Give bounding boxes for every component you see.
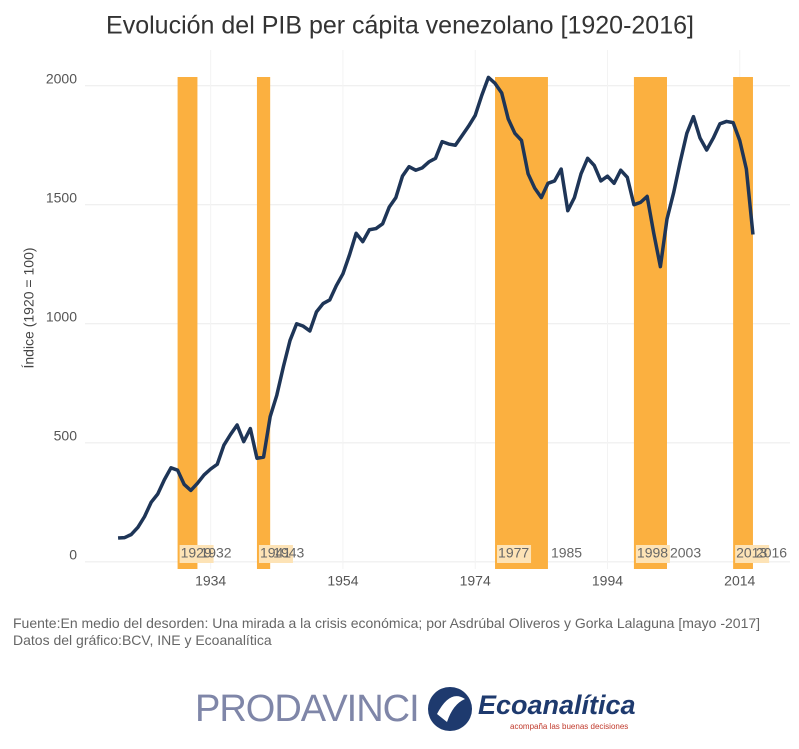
y-tick-label: 0	[69, 547, 77, 563]
band-start-label: 1941	[260, 545, 291, 561]
data-line	[117, 75, 755, 540]
band-label-bg	[258, 545, 293, 563]
recession-band	[177, 77, 198, 569]
y-tick-label: 2000	[46, 70, 77, 86]
band-label-bg	[179, 545, 214, 563]
band-label-bg	[735, 545, 770, 563]
logo-tagline: acompaña las buenas decisiones	[510, 722, 629, 731]
y-axis-label: Índice (1920 = 100)	[21, 247, 37, 368]
logo-swoosh	[437, 696, 465, 722]
band-start-label: 1998	[637, 545, 668, 561]
logo-ecoanalitica: Ecoanalítica	[478, 690, 636, 720]
y-tick-label: 1000	[46, 308, 77, 324]
band-start-label: 1977	[498, 545, 529, 561]
x-tick-label: 1994	[592, 573, 623, 589]
band-end-label: 1943	[273, 545, 304, 561]
x-tick-label: 1934	[195, 573, 226, 589]
recession-band	[256, 77, 271, 569]
logo-icon	[428, 687, 472, 731]
recession-band	[633, 77, 667, 569]
y-tick-label: 500	[54, 428, 78, 444]
logo-prodavinci: PRODAVINCI	[195, 688, 420, 730]
source-note: Fuente:En medio del desorden: Una mirada…	[13, 615, 761, 631]
data-note: Datos del gráfico:BCV, INE y Ecoanalític…	[13, 632, 272, 648]
band-end-label: 1985	[551, 545, 582, 561]
band-label-bg	[635, 545, 670, 563]
chart: Evolución del PIB per cápita venezolano …	[21, 12, 790, 589]
footer: Fuente:En medio del desorden: Una mirada…	[13, 615, 783, 649]
band-label-bg	[497, 545, 532, 563]
x-tick-label: 1974	[460, 573, 491, 589]
band-end-label: 2016	[756, 545, 787, 561]
band-end-label: 2003	[670, 545, 701, 561]
x-tick-label: 2014	[724, 573, 755, 589]
chart-title: Evolución del PIB per cápita venezolano …	[106, 12, 694, 40]
band-end-label: 1932	[200, 545, 231, 561]
band-start-label: 1929	[181, 545, 212, 561]
y-tick-label: 1500	[46, 189, 77, 205]
x-tick-label: 1954	[327, 573, 358, 589]
band-start-label: 2013	[736, 545, 767, 561]
recession-band	[495, 77, 548, 569]
